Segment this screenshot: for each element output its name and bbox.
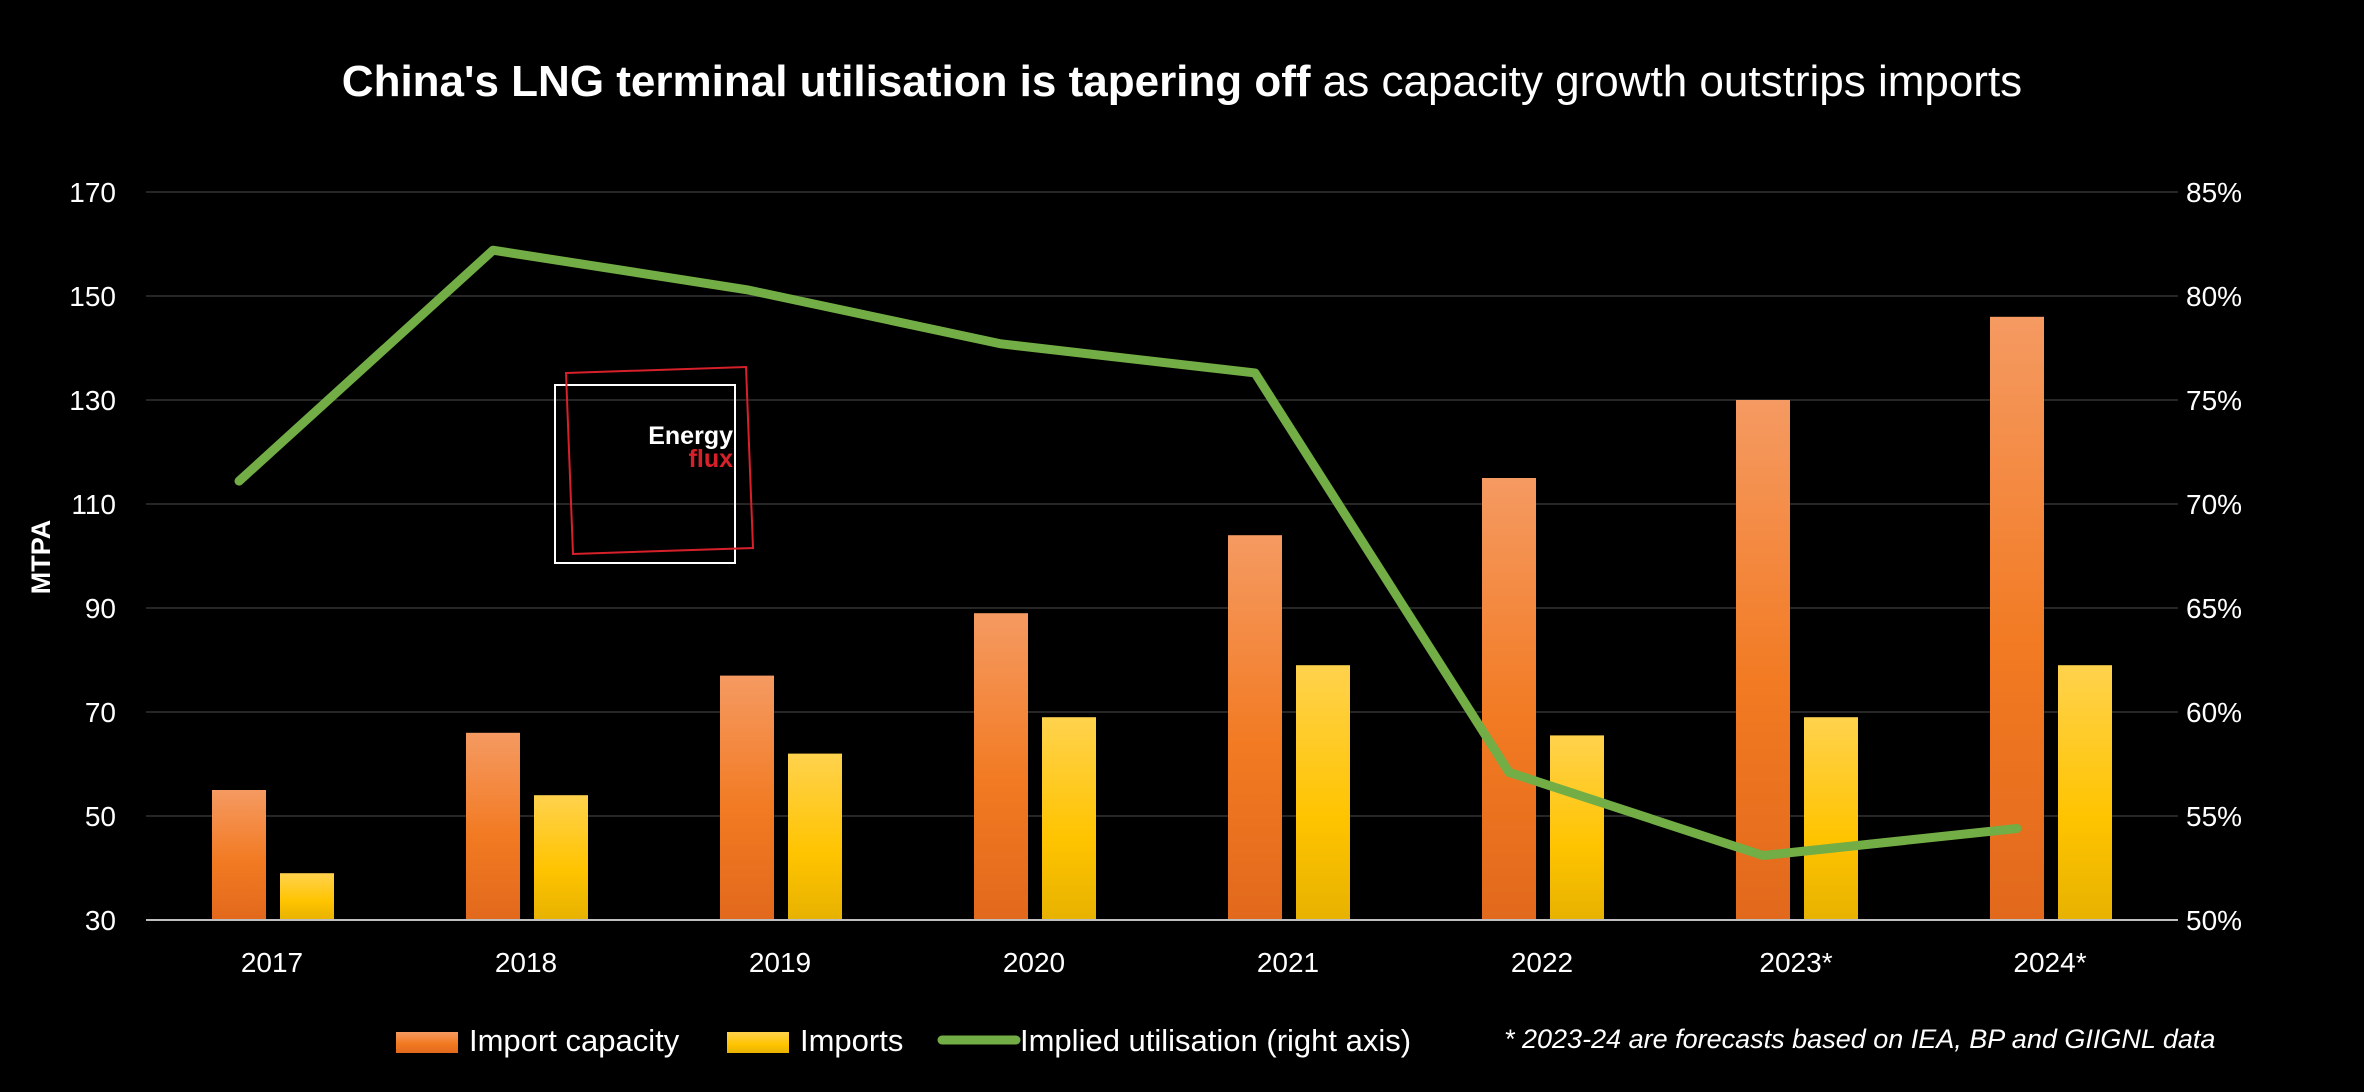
bar-imports [1296,665,1350,920]
x-axis: 2017 2018 2019 2020 2021 2022 2023* 2024* [241,947,2087,978]
bar-imports [280,873,334,920]
y2-tick-label: 50% [2186,905,2242,936]
y-tick-label: 70 [85,697,116,728]
bar-imports [1804,717,1858,920]
bar-import-capacity [1482,478,1536,920]
y2-tick-label: 60% [2186,697,2242,728]
gridlines [146,191,2178,817]
logo-word-flux: flux [689,445,734,473]
bars [212,316,2112,920]
bar-imports [2058,665,2112,920]
y-tick-label: 30 [85,905,116,936]
logo-frame-red [564,365,755,556]
y2-tick-label: 85% [2186,177,2242,208]
bar-imports [788,753,842,920]
legend-swatch-imports [727,1032,789,1053]
bar-import-capacity [974,613,1028,920]
x-tick-label: 2021 [1257,947,1319,978]
x-tick-label: 2017 [241,947,303,978]
bar-import-capacity [212,790,266,920]
y2-tick-label: 55% [2186,801,2242,832]
y2-tick-label: 65% [2186,593,2242,624]
y-axis-left: 30 50 70 90 110 130 150 170 [69,177,116,936]
x-tick-label: 2022 [1511,947,1573,978]
bar-imports [1042,717,1096,920]
utilisation-line [234,245,2022,861]
chart-title-bold: China's LNG terminal utilisation is tape… [342,57,1311,106]
y-axis-label: MTPA [26,520,56,595]
y-tick-label: 110 [71,489,116,520]
y-tick-label: 150 [69,281,116,312]
x-tick-label: 2018 [495,947,557,978]
bar-import-capacity [1990,316,2044,920]
bar-import-capacity [466,732,520,920]
bar-import-capacity [1228,535,1282,920]
legend-label-imports: Imports [800,1023,903,1058]
logo: Energy flux [554,365,755,564]
legend-label-import-capacity: Import capacity [469,1023,680,1058]
logo-frame-white [554,384,736,564]
x-tick-label: 2020 [1003,947,1065,978]
bar-imports [1550,735,1604,920]
y-tick-label: 170 [69,177,116,208]
y2-tick-label: 75% [2186,385,2242,416]
bar-imports [534,795,588,920]
x-tick-label: 2019 [749,947,811,978]
legend-swatch-import-capacity [396,1032,458,1053]
x-tick-label: 2023* [1759,947,1832,978]
series-line-utilisation [234,245,2022,861]
y-axis-right: 50% 55% 60% 65% 70% 75% 80% 85% [2186,177,2242,936]
bar-import-capacity [1736,400,1790,920]
chart-title-regular: as capacity growth outstrips imports [1311,57,2023,106]
y2-tick-label: 80% [2186,281,2242,312]
y-tick-label: 50 [85,801,116,832]
y-tick-label: 90 [85,593,116,624]
x-tick-label: 2024* [2013,947,2086,978]
y2-tick-label: 70% [2186,489,2242,520]
legend: Import capacity Imports Implied utilisat… [396,1023,1411,1058]
y-tick-label: 130 [69,385,116,416]
bar-import-capacity [720,675,774,920]
logo-word-energy: Energy [648,422,733,450]
legend-label-utilisation: Implied utilisation (right axis) [1020,1023,1411,1058]
chart-title: China's LNG terminal utilisation is tape… [342,57,2022,106]
footnote: * 2023-24 are forecasts based on IEA, BP… [1504,1024,2215,1054]
